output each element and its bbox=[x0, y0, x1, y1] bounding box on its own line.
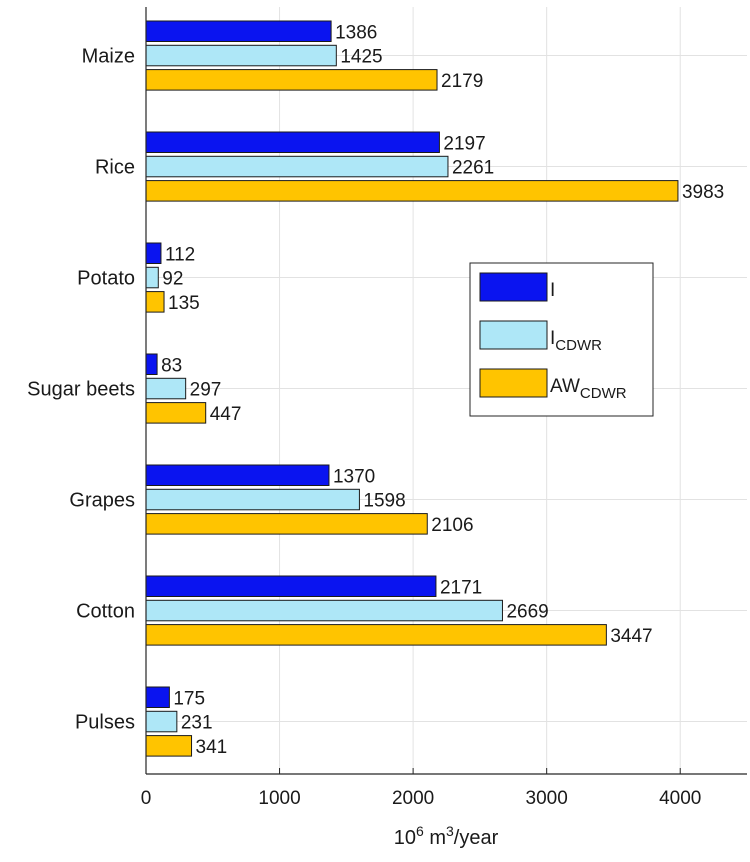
x-axis-label-base: 10 bbox=[394, 827, 416, 849]
y-category-label: Maize bbox=[82, 46, 135, 68]
bar-value-label: 3983 bbox=[682, 182, 724, 203]
y-category-label: Cotton bbox=[76, 601, 135, 623]
bar bbox=[145, 266, 159, 289]
labels: 0 1000 2000 3000 4000 1386 1425 2179 Maize 2197 22… bbox=[27, 22, 724, 809]
bar bbox=[145, 242, 162, 264]
legend-swatch bbox=[479, 320, 548, 350]
bar-value-label: 175 bbox=[173, 688, 205, 709]
legend-entry-label: ICDWR bbox=[550, 328, 602, 354]
grid-lines bbox=[146, 7, 747, 774]
legend-entry-subscript: CDWR bbox=[555, 337, 602, 354]
bar bbox=[145, 131, 440, 153]
bar bbox=[145, 44, 337, 67]
bar bbox=[145, 69, 438, 91]
bar bbox=[145, 291, 165, 313]
bar-value-label: 92 bbox=[162, 269, 183, 290]
x-axis-label-unit-exponent: 3 bbox=[446, 823, 454, 839]
legend-entry-name: I bbox=[550, 328, 555, 349]
bar-value-label: 2197 bbox=[443, 133, 485, 154]
bar bbox=[145, 735, 193, 757]
bar-value-label: 112 bbox=[165, 244, 195, 265]
bar-value-label: 2669 bbox=[506, 602, 548, 623]
bar-value-label: 1598 bbox=[363, 491, 405, 512]
bar-value-label: 341 bbox=[196, 737, 228, 758]
legend-entry-name: AW bbox=[550, 376, 580, 397]
legend-entry-name: I bbox=[550, 280, 555, 301]
x-axis-label-unit: m bbox=[424, 827, 446, 849]
bar-value-label: 1386 bbox=[335, 22, 377, 43]
bar bbox=[145, 575, 437, 597]
legend-entry-subscript: CDWR bbox=[580, 385, 627, 402]
bar-value-label: 3447 bbox=[610, 626, 652, 647]
bar bbox=[145, 624, 607, 646]
bars bbox=[145, 20, 679, 757]
x-axis-label-tail: /year bbox=[454, 827, 499, 849]
y-category-label: Sugar beets bbox=[27, 379, 135, 401]
y-category-label: Pulses bbox=[75, 712, 135, 734]
bar bbox=[145, 402, 207, 424]
legend-entry-label: AWCDWR bbox=[550, 376, 627, 402]
x-axis-label: 106 m3/year bbox=[394, 823, 499, 849]
x-axis-label-exponent: 6 bbox=[416, 823, 424, 839]
bar bbox=[145, 20, 332, 42]
y-category-label: Rice bbox=[95, 157, 135, 179]
bar-value-label: 135 bbox=[168, 293, 200, 314]
bar-value-label: 447 bbox=[210, 404, 242, 425]
bar-value-label: 231 bbox=[181, 713, 213, 734]
bar bbox=[145, 180, 679, 202]
bar-value-label: 1425 bbox=[340, 47, 382, 68]
bar bbox=[145, 155, 449, 178]
bar bbox=[145, 377, 187, 400]
x-tick-label: 1000 bbox=[258, 788, 300, 809]
bar-value-label: 297 bbox=[190, 380, 222, 401]
bar-value-label: 2261 bbox=[452, 158, 494, 179]
x-tick-label: 4000 bbox=[659, 788, 701, 809]
bar-value-label: 1370 bbox=[333, 466, 375, 487]
bar bbox=[145, 710, 178, 733]
bar bbox=[145, 599, 503, 622]
x-tick-label: 0 bbox=[141, 788, 152, 809]
legend-swatch bbox=[479, 272, 548, 302]
y-category-label: Grapes bbox=[69, 490, 135, 512]
x-tick-label: 2000 bbox=[392, 788, 434, 809]
bar bbox=[145, 353, 158, 375]
bar bbox=[145, 686, 170, 708]
bar bbox=[145, 513, 428, 535]
bar-value-label: 2106 bbox=[431, 515, 473, 536]
x-tick-label: 3000 bbox=[526, 788, 568, 809]
bar-value-label: 2179 bbox=[441, 71, 483, 92]
y-category-label: Potato bbox=[77, 268, 135, 290]
bar bbox=[145, 488, 360, 511]
bar bbox=[145, 464, 330, 486]
axes bbox=[145, 7, 747, 775]
legend-entry-label: I bbox=[550, 280, 555, 301]
legend-swatch bbox=[479, 368, 548, 398]
bar-value-label: 83 bbox=[161, 355, 182, 376]
bar-value-label: 2171 bbox=[440, 577, 482, 598]
